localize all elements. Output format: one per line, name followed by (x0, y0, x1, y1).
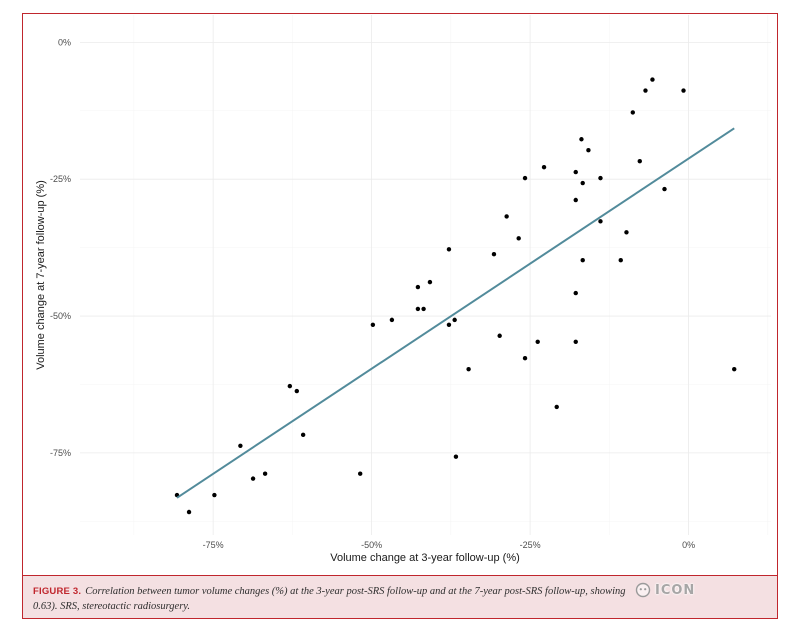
data-point (522, 175, 528, 181)
data-point (732, 366, 737, 372)
data-point (573, 197, 578, 203)
data-point (287, 383, 293, 389)
data-point (262, 471, 268, 476)
data-point (522, 356, 528, 361)
y-axis-title: Volume change at 7-year follow-up (%) (35, 180, 47, 370)
x-tick-label: -25% (520, 540, 541, 550)
data-point (427, 279, 433, 285)
watermark: ICON (635, 581, 695, 599)
data-point (630, 110, 635, 115)
regression-line (176, 127, 735, 499)
data-point (504, 214, 509, 219)
data-point (415, 284, 421, 290)
data-point (497, 333, 502, 338)
y-tick-label: -75% (50, 448, 71, 458)
y-tick-label: -25% (50, 174, 71, 184)
data-point (294, 388, 300, 394)
data-points (174, 77, 737, 515)
data-point (250, 476, 256, 481)
data-point (573, 169, 578, 175)
data-point (662, 186, 667, 192)
data-point (580, 258, 585, 263)
data-point (650, 77, 655, 82)
data-point (300, 432, 306, 438)
data-point (370, 322, 376, 328)
caption-line-2: 0.63). SRS, stereotactic radiosurgery. (33, 597, 777, 612)
data-point (358, 471, 363, 476)
data-point (453, 454, 459, 459)
x-axis-tick-labels: -75% -50% -25% 0% (203, 540, 695, 550)
data-point (586, 148, 591, 153)
data-point (186, 509, 192, 515)
watermark-text: ICON (655, 582, 696, 598)
data-point (421, 306, 426, 312)
data-point (535, 339, 540, 344)
data-point (573, 339, 578, 344)
x-tick-label: 0% (682, 540, 695, 550)
caption-text: Correlation between tumor volume changes… (85, 586, 626, 597)
data-point (637, 158, 642, 164)
y-tick-label: 0% (58, 37, 71, 47)
data-point (681, 88, 686, 93)
data-point (624, 230, 629, 235)
caption-text-continued: 0.63). SRS, stereotactic radiosurgery. (33, 601, 190, 612)
data-point (415, 306, 421, 312)
gridlines (80, 15, 771, 535)
x-tick-label: -50% (361, 540, 382, 550)
data-point (446, 322, 452, 328)
data-point (579, 137, 584, 142)
data-point (452, 317, 457, 323)
data-point (598, 175, 603, 181)
y-tick-label: -50% (50, 311, 71, 321)
data-point (643, 88, 648, 93)
x-tick-label: -75% (203, 540, 224, 550)
data-point (618, 258, 623, 263)
caption-line-1: FIGURE 3. Correlation between tumor volum… (33, 582, 777, 597)
data-point (554, 404, 559, 410)
data-point (580, 180, 585, 186)
trend-line-layer (176, 127, 735, 499)
data-point (541, 164, 547, 170)
x-axis-title: Volume change at 3-year follow-up (%) (330, 552, 520, 564)
data-point (446, 247, 452, 252)
data-point (212, 492, 217, 498)
y-axis-tick-labels: 0% -25% -50% -75% (50, 37, 71, 458)
data-point (573, 290, 578, 296)
data-point (491, 252, 497, 257)
data-point (238, 443, 243, 448)
watermark-logo-icon (635, 582, 651, 598)
data-point (516, 236, 521, 241)
data-point (598, 219, 603, 224)
figure-caption: FIGURE 3. Correlation between tumor volum… (22, 575, 778, 619)
scatter-plot: -75% -50% -25% 0% 0% -25% -50% -75% Volume cha… (35, 15, 771, 564)
data-point (466, 366, 471, 372)
caption-label: FIGURE 3. (33, 586, 82, 597)
data-point (389, 317, 395, 323)
